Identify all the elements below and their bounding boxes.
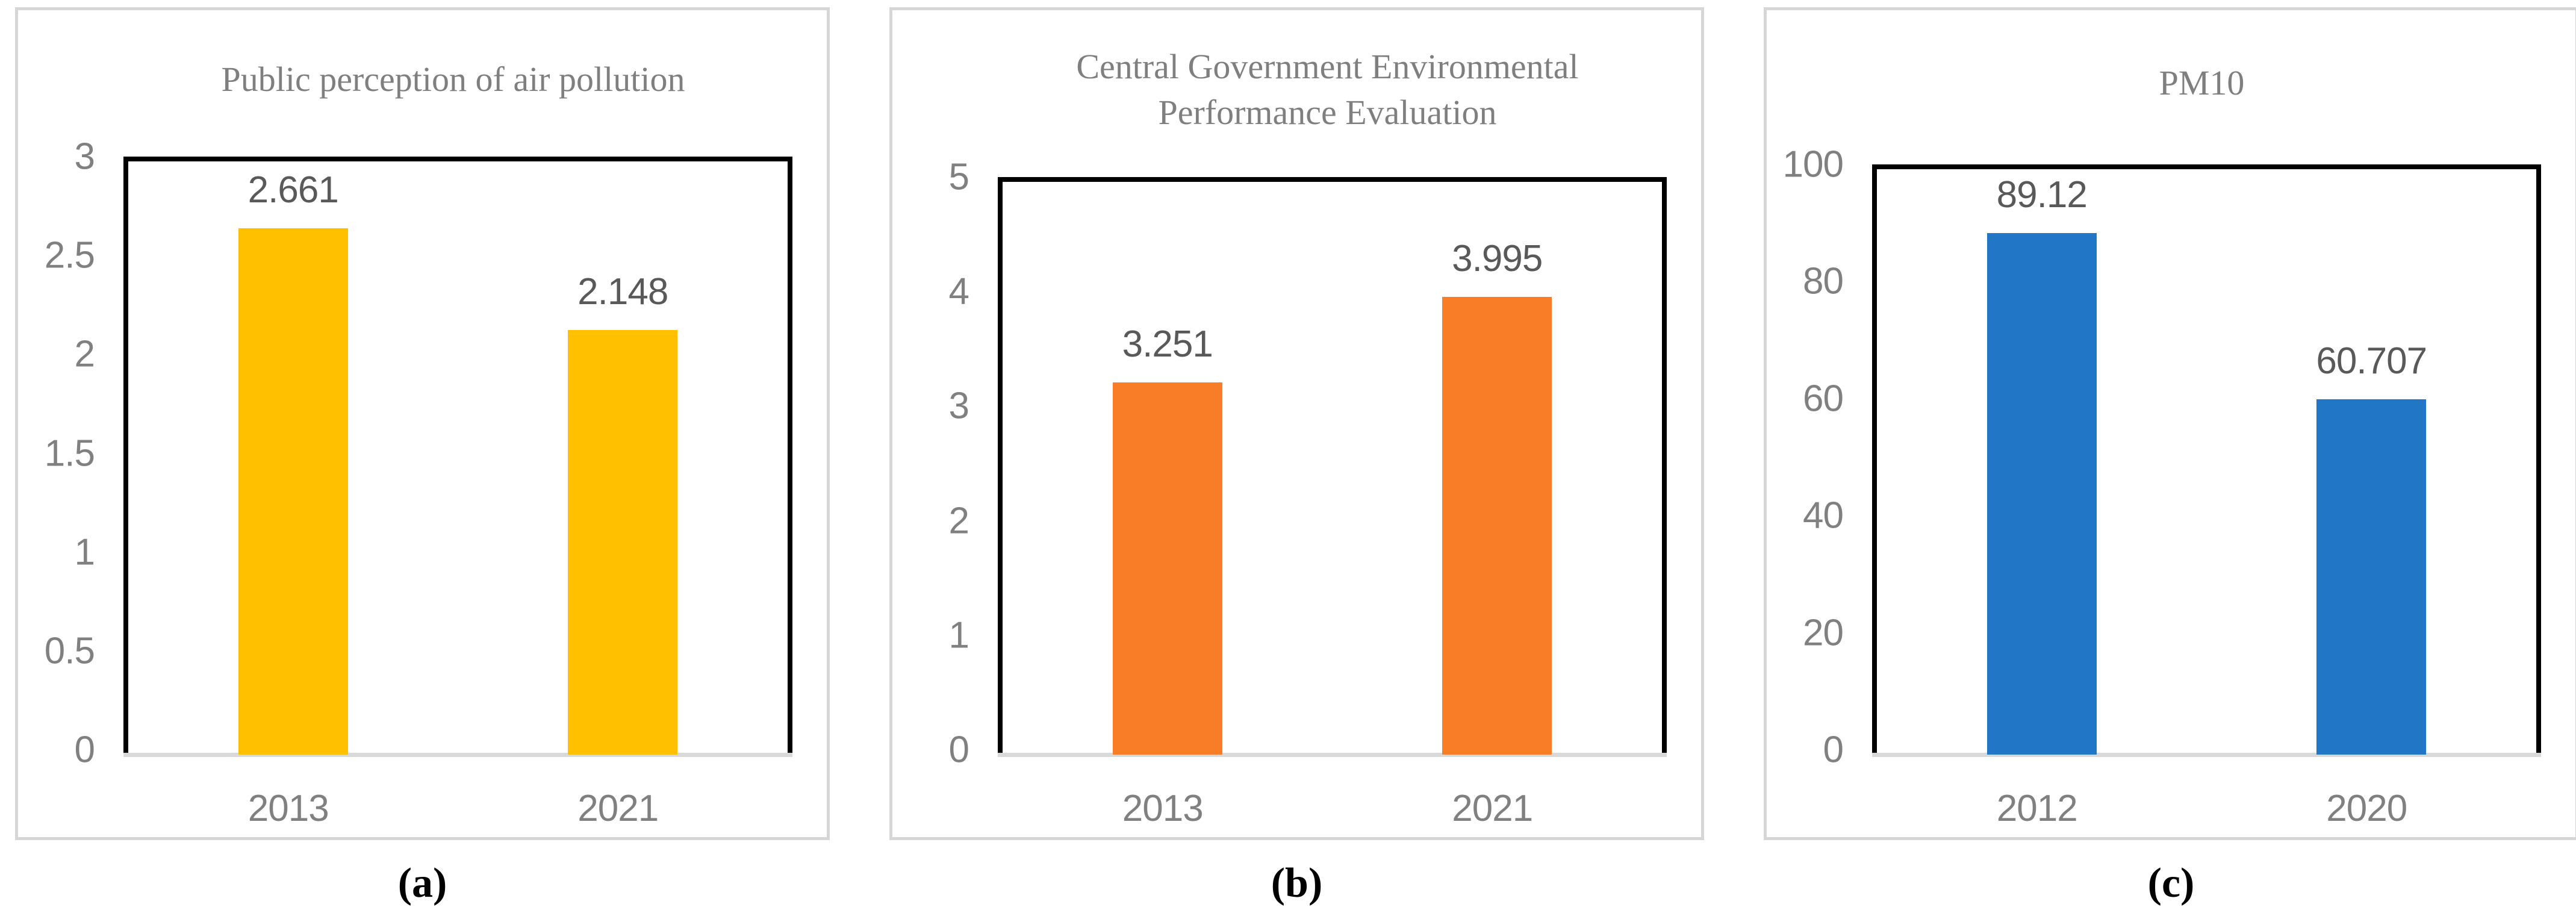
y-axis-tick-label: 2.5 [44,234,95,276]
x-axis-category-label: 2020 [2326,788,2407,829]
bar-2021: 3.995 [1442,238,1552,755]
bar-2013: 2.661 [238,169,348,755]
y-axis-tick-label: 1 [74,531,95,573]
x-axis: 2013 2021 [123,787,783,835]
chart-column-a: Public perception of air pollution 3 2.5 2… [15,7,830,908]
bar-value-label: 89.12 [1996,173,2088,216]
x-axis-baseline [123,753,792,757]
y-axis-tick-label: 0 [1823,729,1844,771]
y-axis-tick-label: 5 [948,156,969,198]
subfigure-caption-b: (b) [1271,860,1323,906]
bar-value-label: 3.995 [1452,238,1543,280]
x-axis-category-label: 2021 [1452,788,1533,829]
bar-value-label: 2.148 [577,270,668,313]
y-axis: 3 2.5 2 1.5 1 0.5 0 [18,136,95,771]
y-axis-tick-label: 60 [1803,378,1844,420]
x-axis-category-label: 2013 [247,788,329,829]
bar-value-label: 2.661 [247,169,339,211]
chart-title: Central Government Environmental Perform… [1076,47,1579,132]
subfigure-caption-c: (c) [2147,860,2195,906]
y-axis-tick-label: 3 [74,136,95,178]
y-axis-tick-label: 40 [1803,494,1844,537]
chart-panel-b: Central Government Environmental Perform… [889,7,1704,840]
plot-area: 2.661 2.148 [123,157,792,757]
bar-2020: 60.707 [2316,340,2427,755]
chart-title: Public perception of air pollution [221,59,685,99]
bar-2012: 89.12 [1986,174,2097,755]
y-axis-tick-label: 2 [948,500,969,542]
bar-value-label: 3.251 [1122,323,1213,365]
bar-2013: 3.251 [1112,323,1222,755]
subfigure-caption-a: (a) [397,860,447,906]
chart-panel-c: PM10 100 80 60 40 20 0 89.12 60.707 2012 2020 [1764,7,2576,840]
chart-title: PM10 [2159,63,2245,103]
y-axis-tick-label: 1 [948,614,969,656]
plot-area: 3.251 3.995 [998,177,1667,757]
plot-area: 89.12 60.707 [1872,164,2541,757]
x-axis: 2012 2020 [1872,787,2531,835]
y-axis: 5 4 3 2 1 0 [892,157,969,771]
bar-value-label: 60.707 [2316,340,2427,382]
y-axis-tick-label: 100 [1782,143,1844,185]
chart-column-b: Central Government Environmental Perform… [889,7,1704,908]
y-axis-tick-label: 80 [1803,260,1844,302]
y-axis-tick-label: 0 [74,729,95,771]
x-axis-category-label: 2021 [577,788,659,829]
x-axis: 2013 2021 [998,787,1657,835]
y-axis-tick-label: 0.5 [44,630,95,672]
y-axis-tick-label: 0 [948,729,969,771]
y-axis-tick-label: 2 [74,333,95,375]
y-axis-tick-label: 20 [1803,612,1844,654]
x-axis-category-label: 2012 [1996,788,2078,829]
chart-panel-a: Public perception of air pollution 3 2.5 2… [15,7,830,840]
bar-2021: 2.148 [568,271,678,755]
chart-column-c: PM10 100 80 60 40 20 0 89.12 60.707 2012 2020 (… [1764,7,2576,908]
y-axis-tick-label: 4 [948,270,969,313]
y-axis-tick-label: 3 [948,385,969,427]
y-axis: 100 80 60 40 20 0 [1767,144,1844,771]
x-axis-baseline [998,753,1667,757]
x-axis-baseline [1872,753,2541,757]
y-axis-tick-label: 1.5 [44,432,95,474]
x-axis-category-label: 2013 [1122,788,1204,829]
